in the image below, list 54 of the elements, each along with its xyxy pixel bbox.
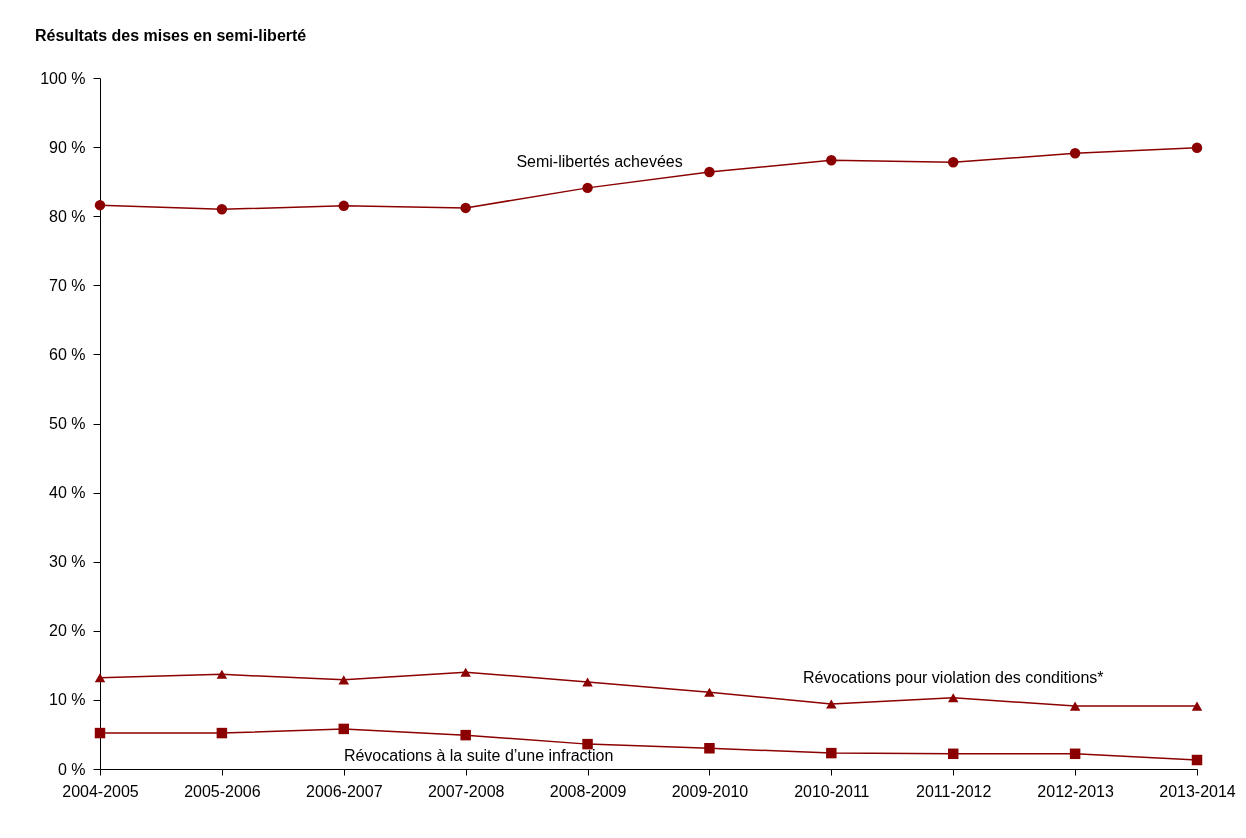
x-tick-label: 2012-2013 xyxy=(1037,782,1114,800)
y-tick-label: 30 % xyxy=(49,553,86,571)
point xyxy=(582,738,593,750)
y-tick-label: 90 % xyxy=(49,138,86,156)
point xyxy=(947,157,959,168)
point xyxy=(338,723,350,735)
point xyxy=(460,729,471,741)
point xyxy=(460,202,471,214)
point xyxy=(826,155,837,166)
y-tick-label: 80 % xyxy=(49,207,86,225)
point xyxy=(1069,748,1081,760)
y-tick-label: 20 % xyxy=(49,622,86,640)
x-tick-label: 2011-2012 xyxy=(916,782,992,800)
point xyxy=(216,727,228,739)
y-tick-label: 0 % xyxy=(57,760,86,778)
point xyxy=(216,204,228,215)
point xyxy=(704,687,715,697)
point xyxy=(582,182,593,194)
y-tick-label: 40 % xyxy=(49,484,86,502)
point xyxy=(94,673,106,683)
y-tick-label: 100 % xyxy=(40,69,86,87)
x-tick-label: 2009-2010 xyxy=(671,782,749,800)
x-tick-label: 2008-2009 xyxy=(549,782,627,800)
x-tick-label: 2005-2006 xyxy=(184,782,261,800)
x-tick-label: 2013-2014 xyxy=(1159,782,1236,800)
x-tick-label: 2010-2011 xyxy=(794,782,870,800)
point xyxy=(94,199,106,211)
point xyxy=(216,669,228,679)
y-tick-label: 10 % xyxy=(49,691,86,709)
point xyxy=(826,699,837,709)
point xyxy=(460,667,471,677)
series-label: Révocations à la suite d’une infraction xyxy=(343,747,614,765)
point xyxy=(1191,754,1203,766)
series-label: Révocations pour violation des conditions* xyxy=(802,668,1104,686)
point xyxy=(704,166,715,178)
x-tick-label: 2006-2007 xyxy=(306,782,383,800)
point xyxy=(704,743,715,754)
x-tick-label: 2004-2005 xyxy=(62,782,139,800)
y-tick-label: 70 % xyxy=(49,276,86,294)
point xyxy=(94,727,106,739)
point xyxy=(947,748,959,760)
y-tick-label: 60 % xyxy=(49,345,86,363)
point xyxy=(947,693,959,703)
point xyxy=(1191,142,1203,154)
point xyxy=(582,677,593,687)
chart-title: Résultats des mises en semi-liberté xyxy=(35,27,307,44)
point xyxy=(1069,701,1081,711)
series-label: Semi-libertés achevées xyxy=(516,152,683,170)
y-tick-label: 50 % xyxy=(49,415,86,432)
point xyxy=(826,747,837,759)
point xyxy=(1069,148,1081,159)
x-tick-label: 2007-2008 xyxy=(427,782,505,800)
point xyxy=(1191,701,1203,711)
point xyxy=(338,200,350,212)
